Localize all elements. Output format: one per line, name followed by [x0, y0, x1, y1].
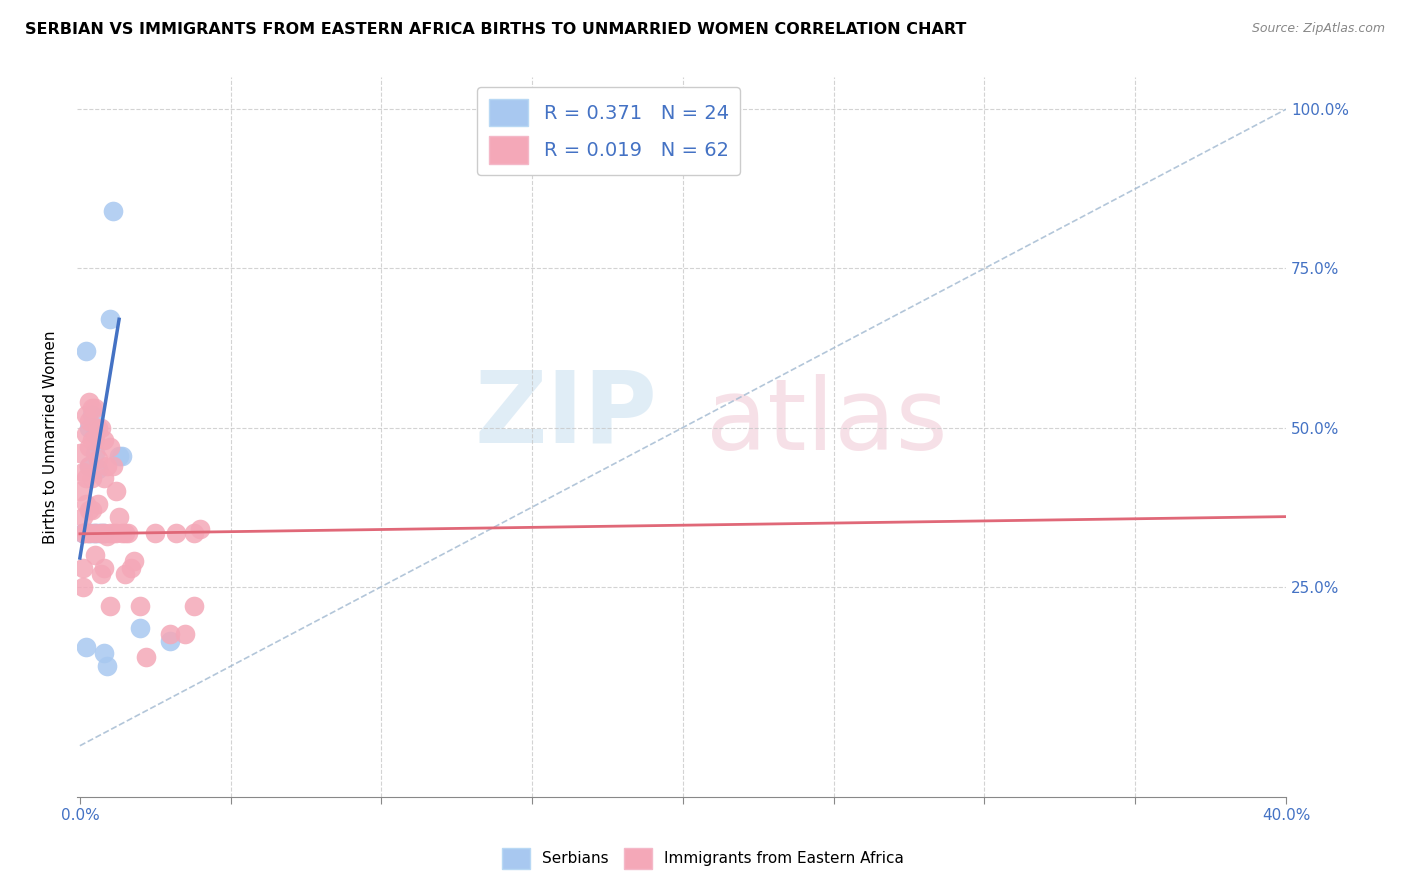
Point: [75, 525, 97, 540]
Y-axis label: Births to Unmarried Women: Births to Unmarried Women: [44, 330, 58, 544]
Point: [101, 458, 124, 473]
Point: [93, 471, 115, 485]
Legend: R = 0.371   N = 24, R = 0.019   N = 62: R = 0.371 N = 24, R = 0.019 N = 62: [478, 87, 741, 175]
Point: [80, 471, 103, 485]
Point: [77, 458, 100, 473]
Point: [69, 484, 91, 499]
Point: [75, 497, 97, 511]
Point: [93, 525, 115, 540]
Point: [90, 525, 112, 540]
Point: [98, 599, 121, 613]
Point: [72, 465, 94, 479]
Legend: Serbians, Immigrants from Eastern Africa: Serbians, Immigrants from Eastern Africa: [496, 841, 910, 875]
Point: [84, 525, 107, 540]
Point: [84, 426, 107, 441]
Point: [98, 312, 121, 326]
Point: [96, 458, 118, 473]
Point: [77, 414, 100, 428]
Text: Source: ZipAtlas.com: Source: ZipAtlas.com: [1251, 22, 1385, 36]
Point: [114, 566, 136, 581]
Point: [77, 395, 100, 409]
Point: [80, 408, 103, 422]
Point: [77, 525, 100, 540]
Point: [75, 640, 97, 654]
Point: [108, 509, 131, 524]
Point: [72, 509, 94, 524]
Point: [87, 497, 110, 511]
Point: [111, 525, 134, 540]
Point: [129, 621, 152, 635]
Point: [122, 554, 145, 568]
Point: [80, 525, 103, 540]
Point: [87, 420, 110, 434]
Point: [90, 420, 112, 434]
Point: [105, 525, 128, 540]
Point: [183, 599, 205, 613]
Point: [96, 659, 118, 673]
Point: [77, 420, 100, 434]
Point: [96, 529, 118, 543]
Text: atlas: atlas: [706, 374, 948, 471]
Point: [90, 566, 112, 581]
Point: [93, 525, 115, 540]
Point: [114, 525, 136, 540]
Point: [77, 458, 100, 473]
Point: [120, 560, 142, 574]
Point: [84, 446, 107, 460]
Point: [93, 434, 115, 448]
Point: [183, 525, 205, 540]
Point: [80, 503, 103, 517]
Point: [84, 525, 107, 540]
Point: [84, 401, 107, 416]
Point: [93, 647, 115, 661]
Point: [101, 204, 124, 219]
Text: ZIP: ZIP: [474, 367, 657, 464]
Point: [75, 344, 97, 359]
Point: [159, 633, 181, 648]
Point: [98, 525, 121, 540]
Point: [87, 452, 110, 467]
Point: [77, 525, 100, 540]
Point: [80, 434, 103, 448]
Point: [159, 627, 181, 641]
Point: [75, 408, 97, 422]
Point: [165, 525, 187, 540]
Point: [98, 440, 121, 454]
Point: [84, 434, 107, 448]
Point: [87, 462, 110, 476]
Point: [101, 525, 124, 540]
Point: [129, 599, 152, 613]
Point: [72, 560, 94, 574]
Point: [72, 580, 94, 594]
Point: [72, 525, 94, 540]
Point: [143, 525, 166, 540]
Point: [77, 503, 100, 517]
Text: SERBIAN VS IMMIGRANTS FROM EASTERN AFRICA BIRTHS TO UNMARRIED WOMEN CORRELATION : SERBIAN VS IMMIGRANTS FROM EASTERN AFRIC…: [25, 22, 967, 37]
Point: [135, 649, 157, 664]
Point: [90, 525, 112, 540]
Point: [84, 548, 107, 562]
Point: [72, 525, 94, 540]
Point: [72, 525, 94, 540]
Point: [190, 522, 212, 536]
Point: [80, 401, 103, 416]
Point: [87, 525, 110, 540]
Point: [75, 426, 97, 441]
Point: [69, 446, 91, 460]
Point: [93, 560, 115, 574]
Point: [108, 449, 131, 463]
Point: [174, 627, 197, 641]
Point: [105, 484, 128, 499]
Point: [111, 449, 134, 463]
Point: [117, 525, 139, 540]
Point: [77, 440, 100, 454]
Point: [75, 471, 97, 485]
